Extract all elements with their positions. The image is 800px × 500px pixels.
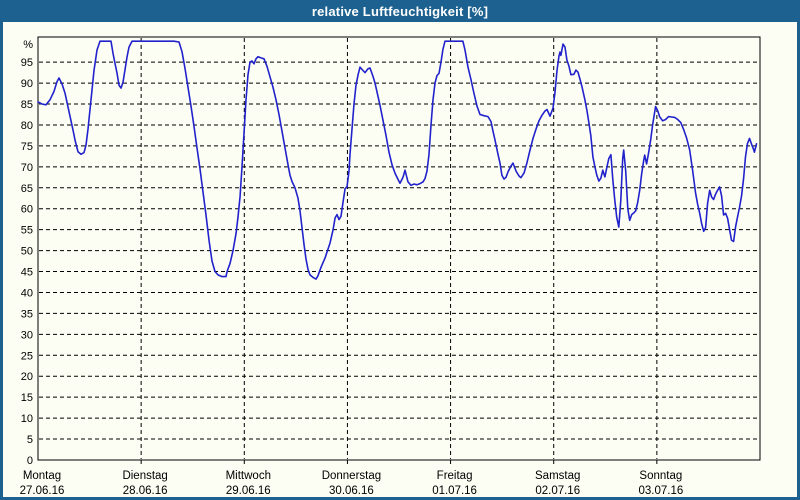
- chart-background: [3, 22, 797, 497]
- titlebar: relative Luftfeuchtigkeit [%]: [0, 0, 800, 22]
- window-title: relative Luftfeuchtigkeit [%]: [311, 3, 489, 19]
